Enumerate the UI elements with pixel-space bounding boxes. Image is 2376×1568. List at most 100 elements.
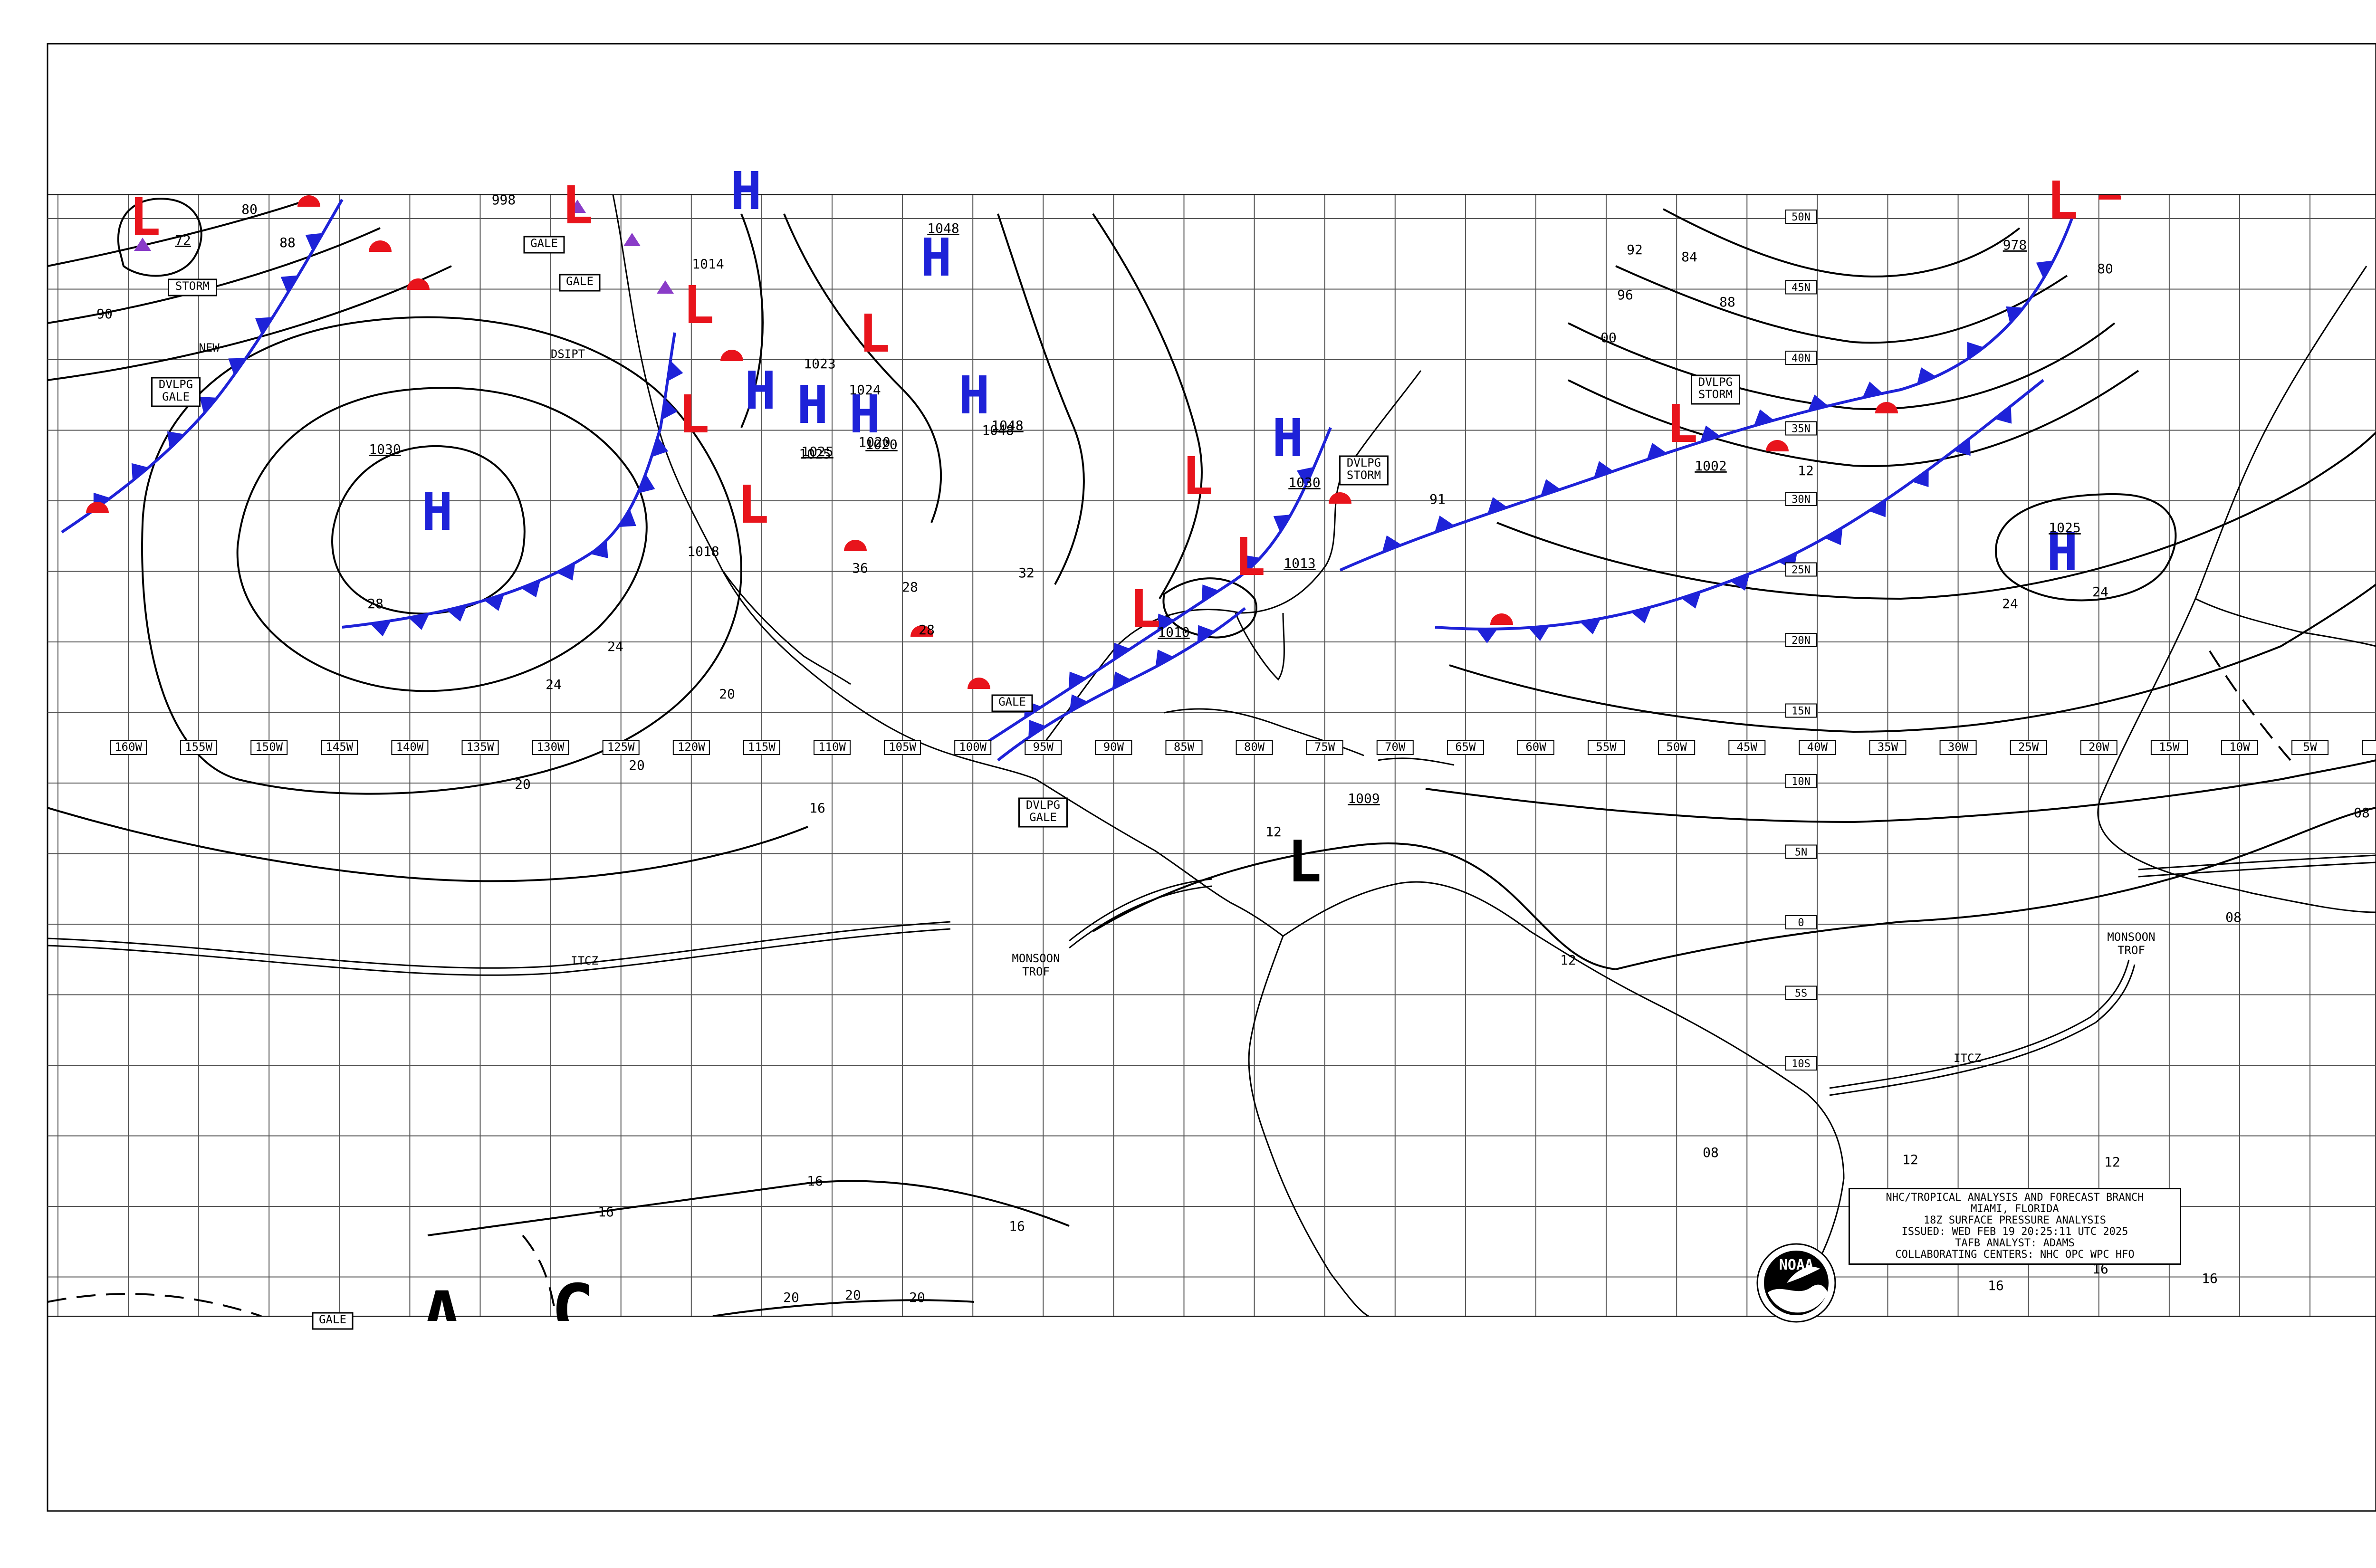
svg-text:GALE: GALE: [566, 275, 594, 288]
isobar-1024-pacific: [236, 387, 648, 692]
boxed-label: GALE: [559, 274, 601, 292]
warm-front-semicircle: [1766, 440, 1789, 451]
cold-front-triangle: [618, 509, 636, 527]
high-pressure-center: H: [730, 161, 762, 221]
cold-front-triangle: [1297, 467, 1314, 486]
cold-front-triangle: [1155, 650, 1174, 667]
low-pressure-center: L: [1182, 446, 1213, 507]
cold-front-triangle: [1580, 618, 1601, 635]
cold-front-triangle: [1113, 642, 1131, 660]
isobar-label: 24: [607, 639, 623, 654]
longitude-label: 30W: [1939, 740, 1977, 755]
isobar-label: 88: [279, 235, 296, 250]
longitude-label: 80W: [1236, 740, 1273, 755]
center-letter: L: [129, 187, 161, 248]
troughs: [48, 650, 2291, 1316]
latitude-label: 45N: [1785, 280, 1817, 295]
svg-text:10N: 10N: [1792, 776, 1811, 788]
isobar-label: 08: [2354, 805, 2370, 821]
warm-front-semicircle: [297, 195, 320, 207]
center-pressure: 1025: [2049, 520, 2080, 535]
low-pressure-center: L: [683, 275, 714, 335]
isobar-label: 1020: [858, 434, 890, 450]
svg-text:C: C: [551, 1270, 594, 1352]
svg-text:35N: 35N: [1792, 423, 1811, 435]
cold-front-triangle: [1487, 497, 1507, 514]
svg-text:55W: 55W: [1596, 740, 1617, 754]
fronts: [61, 199, 2073, 762]
isobar-label: 1048: [982, 422, 1014, 438]
isobar-label: 1018: [687, 544, 719, 559]
longitude-label: 10W: [2221, 740, 2258, 755]
coast-florida: [1235, 612, 1285, 681]
isobar-atlantic-low-3: [1615, 265, 2068, 344]
longitude-label: 75W: [1306, 740, 1343, 755]
svg-text:40N: 40N: [1792, 353, 1811, 364]
svg-text:45N: 45N: [1792, 282, 1811, 294]
isobar-north-pacific-2: [48, 227, 381, 324]
svg-text:20N: 20N: [1792, 635, 1811, 647]
svg-text:A: A: [421, 1277, 463, 1359]
isobar-1025-azores-high: [1994, 493, 2177, 602]
warm-front-semicircle: [910, 625, 933, 637]
coast-south-america-west: [1248, 936, 1369, 1316]
noaa-logo-text: NOAA: [1779, 1257, 1813, 1273]
isobar-label: 96: [1617, 287, 1633, 303]
low-pressure-center: L: [859, 303, 890, 364]
center-letter: H: [730, 161, 762, 221]
svg-text:50N: 50N: [1792, 211, 1811, 223]
itcz-pacific-a: [48, 921, 951, 969]
latitude-label: 35N: [1785, 421, 1817, 436]
cold-front-triangle: [1273, 514, 1291, 533]
longitude-label: 150W: [250, 740, 288, 755]
isobar-label: 80: [2097, 261, 2113, 277]
svg-text:25N: 25N: [1792, 564, 1811, 576]
latitude-label: 50N: [1785, 210, 1817, 224]
isobar-label: 12: [1902, 1152, 1918, 1167]
isobar-label: 16: [809, 800, 825, 816]
monsoon-trof-b: [1069, 885, 1212, 949]
high-pressure-center: H 1030: [369, 441, 453, 542]
occluded-front-marker: [134, 238, 151, 251]
isobar-atlantic-low-2: [1568, 322, 2116, 410]
isobar-1012-caribbean: [1092, 842, 1616, 970]
svg-text:105W: 105W: [889, 740, 916, 754]
longitude-label: 50W: [1658, 740, 1696, 755]
cold-front-triangle: [591, 540, 608, 558]
center-letter: L: [683, 275, 714, 335]
center-letter: L: [1287, 829, 1322, 895]
isobar-north-pacific-low: [117, 198, 202, 277]
partial-center-letter: C: [551, 1270, 594, 1352]
latitude-label: 10N: [1785, 774, 1817, 788]
high-pressure-center: H 1030: [1272, 408, 1321, 490]
svg-text:65W: 65W: [1455, 740, 1476, 754]
itcz-atlantic-a: [1829, 959, 2130, 1089]
cold-front-triangle: [1862, 382, 1883, 398]
center-pressure: 1020: [865, 437, 897, 452]
longitude-label: 45W: [1728, 740, 1766, 755]
trough-atlantic-east: [2209, 650, 2291, 761]
cold-front-atlantic: [1339, 218, 2073, 572]
center-letter: L: [562, 175, 593, 236]
isobar-us-interior-2: [997, 213, 1085, 585]
cold-front-triangle: [1753, 409, 1774, 426]
isobar-label: 16: [2202, 1271, 2218, 1286]
low-pressure-center: L 1002: [1667, 393, 1727, 474]
svg-text:DVLPG: DVLPG: [1347, 456, 1381, 469]
svg-text:15W: 15W: [2159, 740, 2180, 754]
cold-front-triangle: [1434, 516, 1455, 533]
boxed-label: GALE: [523, 236, 565, 254]
isobar-label: 08: [2225, 909, 2242, 925]
warm-front-semicircle: [407, 278, 430, 290]
longitude-label: 40W: [1799, 740, 1836, 755]
svg-text:80W: 80W: [1244, 740, 1265, 754]
svg-text:145W: 145W: [326, 740, 353, 754]
isobar-us-west-1: [740, 213, 764, 428]
longitude-label: 90W: [1095, 740, 1132, 755]
